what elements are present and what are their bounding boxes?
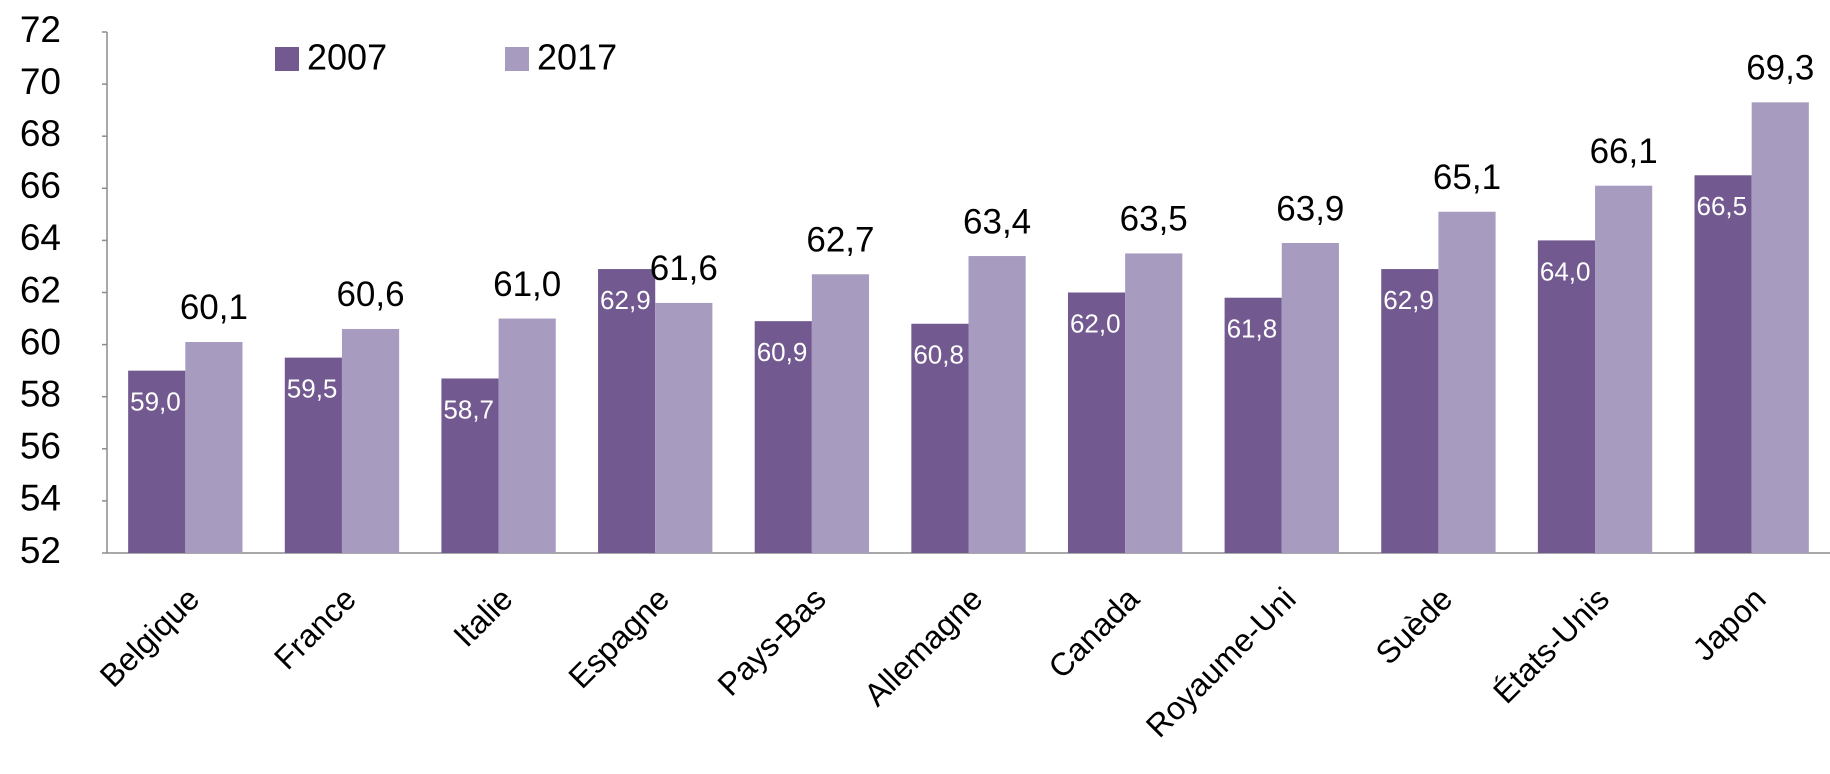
y-tick-label: 72 <box>20 9 61 50</box>
y-tick-label: 54 <box>20 478 61 519</box>
bar <box>598 269 656 553</box>
bar <box>968 256 1026 553</box>
data-label: 63,4 <box>963 202 1031 241</box>
bar <box>1381 269 1439 553</box>
y-tick-label: 64 <box>20 217 61 258</box>
data-label: 60,1 <box>180 288 248 327</box>
data-label: 66,1 <box>1590 132 1658 171</box>
data-label: 64,0 <box>1540 256 1591 286</box>
x-tick-label: France <box>267 580 363 676</box>
data-label: 61,0 <box>493 265 561 304</box>
bar <box>128 370 186 553</box>
y-tick-label: 60 <box>20 321 61 362</box>
data-label: 65,1 <box>1433 158 1501 197</box>
y-tick-label: 68 <box>20 113 61 154</box>
bar <box>754 321 812 553</box>
x-tick-label: Espagne <box>561 580 676 695</box>
data-label: 60,8 <box>913 340 964 370</box>
bar <box>284 357 342 553</box>
bar <box>1694 175 1752 553</box>
x-tick-label: Allemagne <box>857 580 989 712</box>
legend-label: 2007 <box>307 37 387 78</box>
bar <box>1537 240 1596 553</box>
x-tick-label: Italie <box>446 580 519 653</box>
x-tick-label: Japon <box>1686 580 1773 667</box>
data-label: 63,5 <box>1120 200 1188 239</box>
bar <box>185 341 243 553</box>
y-tick-label: 52 <box>20 530 61 571</box>
data-label: 69,3 <box>1746 49 1814 88</box>
bar <box>911 323 969 553</box>
bar <box>498 318 556 553</box>
data-label: 59,5 <box>287 374 338 404</box>
bar <box>1067 292 1126 553</box>
y-tick-label: 56 <box>20 426 61 467</box>
bar <box>441 378 499 553</box>
legend-label: 2017 <box>537 37 617 78</box>
bar <box>1281 243 1339 553</box>
y-tick-label: 66 <box>20 165 61 206</box>
data-label: 62,9 <box>1383 285 1434 315</box>
data-label: 62,7 <box>806 221 874 260</box>
y-tick-label: 62 <box>20 269 61 310</box>
x-tick-label: États-Unis <box>1486 580 1616 710</box>
data-label: 58,7 <box>443 394 494 424</box>
legend-swatch <box>275 47 299 71</box>
x-tick-label: Belgique <box>93 580 207 694</box>
bar <box>1751 102 1809 554</box>
bar <box>655 302 713 553</box>
data-label: 61,8 <box>1227 314 1278 344</box>
data-label: 62,0 <box>1070 308 1121 338</box>
bar <box>1438 211 1496 553</box>
data-label: 61,6 <box>650 249 718 288</box>
data-label: 59,0 <box>130 387 181 417</box>
data-label: 66,5 <box>1697 191 1748 221</box>
x-tick-label: Suède <box>1368 580 1459 671</box>
x-tick-label: Pays-Bas <box>711 580 833 702</box>
data-label: 63,9 <box>1276 189 1344 228</box>
bar <box>1224 297 1282 553</box>
y-tick-label: 58 <box>20 373 61 414</box>
data-label: 62,9 <box>600 285 651 315</box>
data-label: 60,9 <box>757 337 808 367</box>
legend-swatch <box>505 47 529 71</box>
bar <box>1125 253 1183 554</box>
bar <box>811 274 870 553</box>
data-label: 60,6 <box>336 275 404 314</box>
y-tick-label: 70 <box>20 61 61 102</box>
bar <box>341 328 400 553</box>
x-tick-label: Royaume-Uni <box>1139 580 1303 744</box>
bar <box>1595 185 1653 553</box>
x-tick-label: Canada <box>1041 580 1146 685</box>
